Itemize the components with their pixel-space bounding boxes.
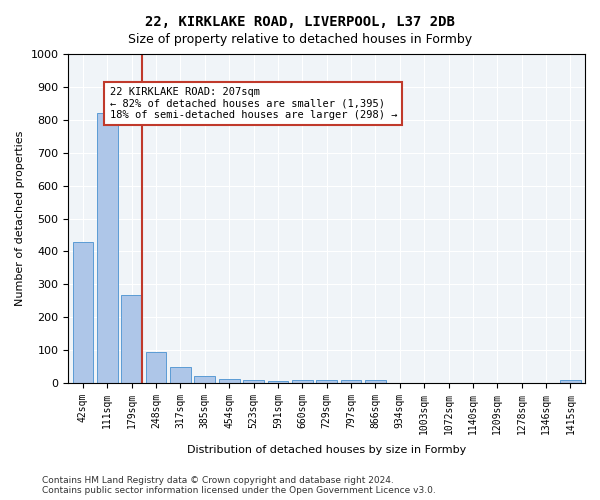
Bar: [73, 242, 93, 383]
Bar: [365, 380, 386, 383]
Bar: [146, 352, 166, 383]
Text: 22 KIRKLAKE ROAD: 207sqm
← 82% of detached houses are smaller (1,395)
18% of sem: 22 KIRKLAKE ROAD: 207sqm ← 82% of detach…: [110, 87, 397, 120]
Bar: [97, 113, 118, 383]
Bar: [341, 380, 361, 383]
Bar: [268, 382, 288, 383]
Bar: [316, 380, 337, 383]
Text: 22, KIRKLAKE ROAD, LIVERPOOL, L37 2DB: 22, KIRKLAKE ROAD, LIVERPOOL, L37 2DB: [145, 15, 455, 29]
Text: Contains HM Land Registry data © Crown copyright and database right 2024.
Contai: Contains HM Land Registry data © Crown c…: [42, 476, 436, 495]
Bar: [243, 380, 264, 383]
Bar: [170, 367, 191, 383]
X-axis label: Distribution of detached houses by size in Formby: Distribution of detached houses by size …: [187, 445, 466, 455]
Bar: [121, 295, 142, 383]
Y-axis label: Number of detached properties: Number of detached properties: [15, 131, 25, 306]
Bar: [560, 380, 581, 383]
Bar: [219, 379, 239, 383]
Bar: [292, 380, 313, 383]
Text: Size of property relative to detached houses in Formby: Size of property relative to detached ho…: [128, 32, 472, 46]
Bar: [194, 376, 215, 383]
